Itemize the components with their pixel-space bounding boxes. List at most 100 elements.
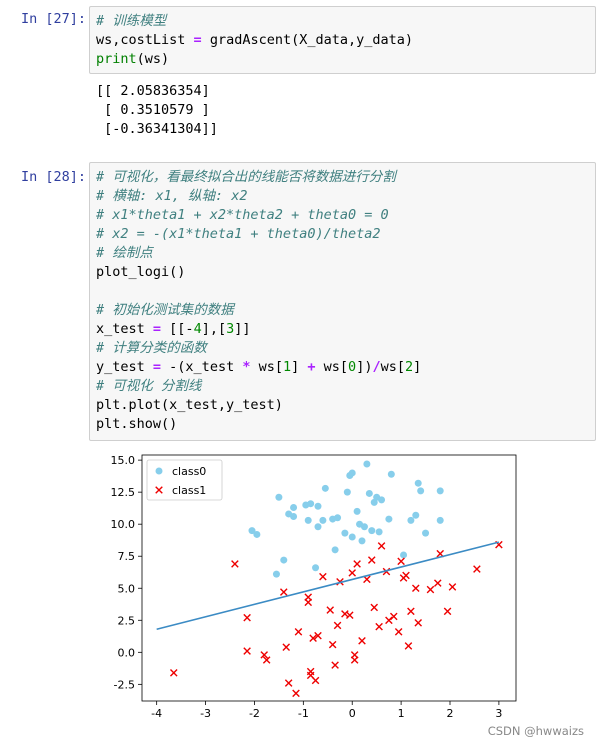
- class1-point: [375, 622, 383, 631]
- class1-point: [262, 656, 271, 664]
- class1-point: [333, 621, 342, 630]
- class1-point: [433, 579, 442, 587]
- class1-point: [385, 616, 393, 625]
- class1-point: [389, 612, 398, 621]
- class1-point: [279, 588, 288, 596]
- class1-point: [345, 611, 354, 619]
- cell-27-output: [[ 2.05836354] [ 0.3510579 ] [-0.3634130…: [96, 83, 218, 137]
- class0-point: [387, 470, 395, 478]
- class0-point: [341, 529, 349, 537]
- class1-point: [370, 603, 379, 612]
- class0-point: [280, 556, 288, 564]
- cell-27-code[interactable]: # 训练模型 ws,costList = gradAscent(X_data,y_…: [90, 7, 595, 74]
- class1-point: [358, 636, 366, 645]
- class1-point: [404, 642, 413, 650]
- class0-point: [375, 528, 383, 536]
- class0-point: [348, 533, 356, 541]
- class0-point: [275, 493, 283, 501]
- class0-point: [312, 564, 320, 572]
- class0-point: [417, 487, 425, 495]
- cell-28-code[interactable]: # 可视化，看最终拟合出的线能否将数据进行分割 # 横轴: x1, 纵轴: x2 #…: [90, 163, 595, 439]
- class0-point: [360, 523, 368, 531]
- class1-point: [353, 560, 361, 568]
- scatter-plot: -4 -3 -2 -1 0 1 2 3 -2.5 0.0 2.5 5.0 7.5 10.0 12.5 15.0…: [111, 454, 517, 720]
- x-tick-label: 1: [398, 707, 405, 720]
- legend-class0-marker: [155, 467, 163, 475]
- x-tick-label: -1: [298, 707, 309, 720]
- class0-point: [363, 460, 371, 468]
- class1-point: [304, 598, 313, 607]
- class1-point: [309, 634, 317, 643]
- class0-point: [314, 502, 322, 510]
- class0-point: [253, 530, 261, 538]
- x-tick-label: 2: [447, 707, 454, 720]
- watermark: CSDN @hwwaizs: [487, 724, 584, 738]
- class0-point: [319, 516, 327, 524]
- cell-27-input[interactable]: # 训练模型 ws,costList = gradAscent(X_data,y_…: [89, 6, 596, 74]
- cell-28-line-4: # x2 = -(x1*theta1 + theta0)/theta2: [96, 226, 381, 242]
- cell-28-line-2: # 横轴: x1, 纵轴: x2: [96, 188, 248, 204]
- class1-point: [411, 584, 420, 593]
- class0-point: [331, 546, 339, 554]
- class1-point: [328, 640, 337, 649]
- x-tick-label: -2: [249, 707, 260, 720]
- class1-point: [402, 571, 410, 580]
- class0-point: [321, 484, 329, 492]
- class1-point: [260, 651, 269, 659]
- cell-27-line-1: # 训练模型: [96, 13, 167, 29]
- class1-point: [326, 606, 335, 614]
- class1-point: [473, 565, 481, 573]
- y-tick-label: 7.5: [118, 550, 136, 563]
- class0-point: [343, 488, 351, 496]
- class0-point: [365, 489, 373, 497]
- class0-point: [407, 516, 415, 524]
- class1-point: [348, 569, 357, 577]
- class1-point: [294, 628, 303, 636]
- legend-label-class0: class0: [172, 465, 206, 478]
- cell-27-line-2: ws,costList = gradAscent(X_data,y_data): [96, 32, 414, 48]
- y-tick-label: 10.0: [111, 518, 136, 531]
- y-tick-label: 15.0: [111, 454, 136, 467]
- class1-point: [443, 607, 452, 616]
- cell-28-line-5: # 绘制点: [96, 245, 153, 261]
- class1-point: [284, 679, 293, 687]
- cell-28-line-14: plt.show(): [96, 416, 178, 432]
- class0-point: [358, 537, 366, 545]
- class0-point: [422, 529, 430, 537]
- cell-28-line-3: # x1*theta1 + x2*theta2 + theta0 = 0: [96, 207, 389, 223]
- class1-point: [350, 651, 359, 659]
- class1-point: [448, 583, 457, 591]
- class1-point: [331, 661, 339, 669]
- cell-28-line-6: plot_logi(): [96, 264, 186, 280]
- cell-28-input[interactable]: # 可视化，看最终拟合出的线能否将数据进行分割 # 横轴: x1, 纵轴: x2 #…: [89, 162, 596, 441]
- legend-box: [146, 459, 223, 501]
- class0-point: [272, 570, 280, 578]
- decision-boundary-line: [156, 541, 500, 631]
- class0-point: [385, 515, 393, 523]
- class0-point: [290, 504, 298, 512]
- class1-point: [367, 556, 376, 564]
- cell-28-line-8: # 初始化测试集的数据: [96, 302, 234, 318]
- cell-28-line-9: x_test = [[-4],[3]]: [96, 321, 251, 337]
- class0-point: [436, 516, 444, 524]
- legend-class1-marker: [155, 486, 163, 494]
- class0-point: [412, 511, 420, 519]
- class1-point: [292, 689, 300, 698]
- class0-point: [304, 516, 312, 524]
- cell-27-prompt: In [27]:: [20, 11, 86, 27]
- x-tick-label: 3: [495, 707, 502, 720]
- class1-point: [407, 607, 415, 616]
- class1-point: [377, 542, 386, 550]
- cell-28-line-7: [96, 282, 589, 301]
- class0-point: [348, 469, 356, 477]
- class0-point: [314, 523, 322, 531]
- class0-point: [353, 507, 361, 515]
- class1-point: [311, 676, 320, 685]
- cell-28-line-13: plt.plot(x_test,y_test): [96, 397, 283, 413]
- class1-point: [414, 619, 423, 627]
- class0-point: [378, 496, 386, 504]
- class0-point: [414, 479, 422, 487]
- x-tick-label: -4: [151, 707, 162, 720]
- class1-point: [394, 628, 403, 636]
- class0-point: [290, 513, 298, 520]
